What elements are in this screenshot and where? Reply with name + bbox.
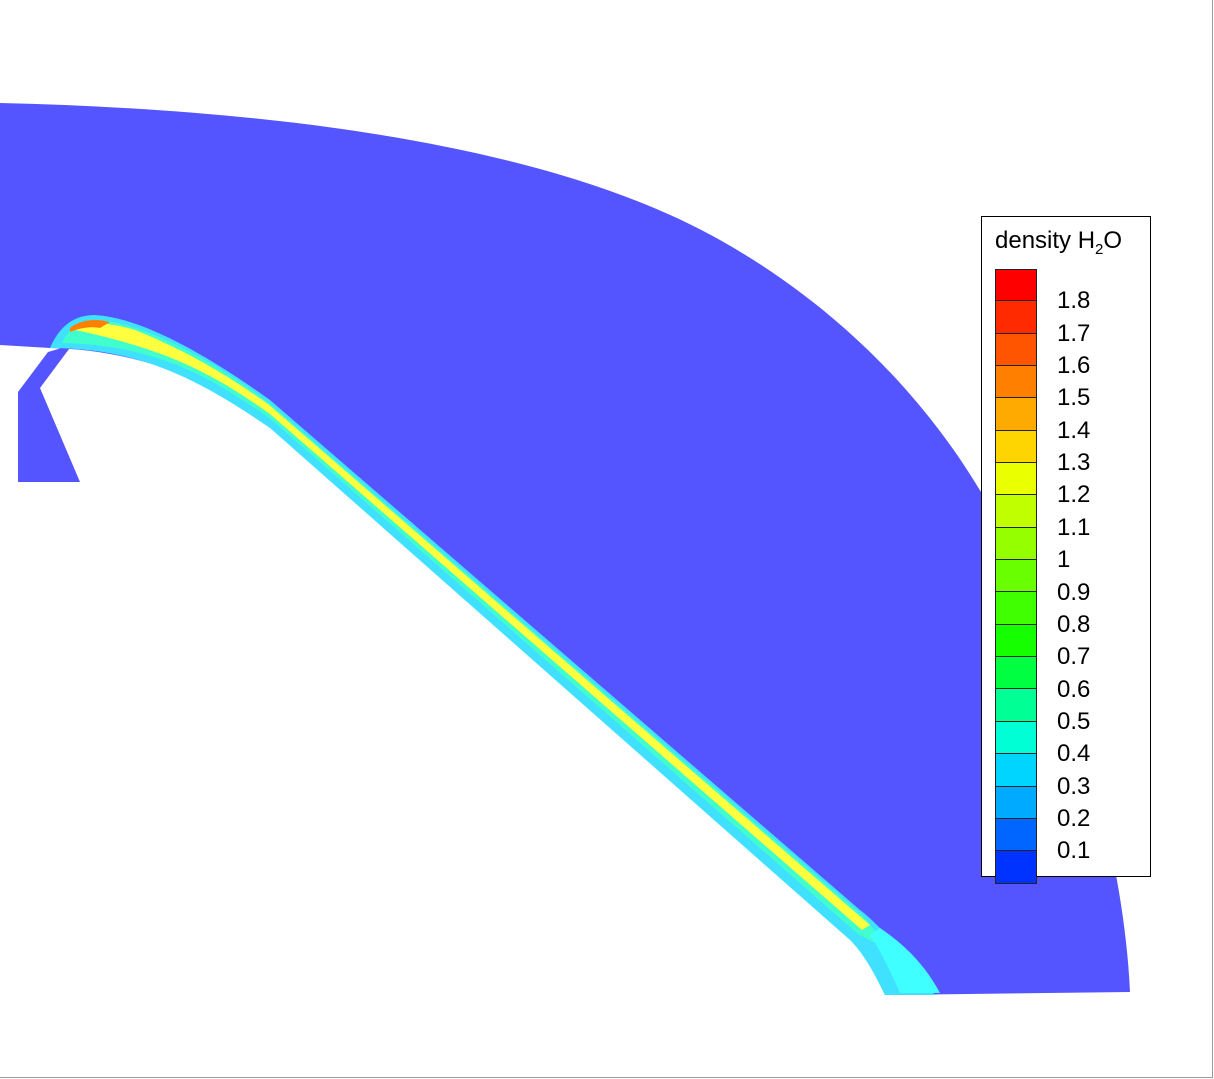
colorbar-swatch bbox=[995, 463, 1037, 496]
colorbar-swatch bbox=[995, 333, 1037, 367]
colorbar-swatch bbox=[995, 721, 1037, 755]
colorbar-tick-label: 1.6 bbox=[1057, 352, 1091, 380]
colorbar-tick-label: 1.7 bbox=[1057, 319, 1091, 347]
colorbar-swatch bbox=[995, 657, 1037, 690]
colorbar-tick-label: 0.1 bbox=[1057, 837, 1091, 865]
colorbar-swatch bbox=[995, 495, 1037, 528]
jet-outer bbox=[50, 315, 935, 995]
colorbar-tick-label: 0.5 bbox=[1057, 707, 1091, 735]
colorbar-swatch bbox=[995, 818, 1037, 852]
colorbar-tick-label: 0.4 bbox=[1057, 740, 1091, 768]
colorbar-tick-label: 0.8 bbox=[1057, 610, 1091, 638]
colorbar-tick-label: 1.8 bbox=[1057, 287, 1091, 315]
colorbar-legend: density H2O 1.8 1.7 1.6 1.5 1.4 1.3 1.2 1.1 1 0.9… bbox=[981, 216, 1151, 884]
colorbar-tick-label: 1.2 bbox=[1057, 481, 1091, 509]
colorbar-tick-label: 0.2 bbox=[1057, 804, 1091, 832]
jet-hotspot bbox=[70, 320, 110, 332]
colorbar-tick-label: 0.7 bbox=[1057, 643, 1091, 671]
colorbar-tick-label: 0.6 bbox=[1057, 675, 1091, 703]
colorbar-swatch bbox=[995, 301, 1037, 334]
nozzle-lip bbox=[18, 345, 80, 482]
colorbar-tick-label: 1.3 bbox=[1057, 449, 1091, 477]
colorbar-swatch bbox=[995, 398, 1037, 431]
colorbar-tick-label: 1.4 bbox=[1057, 416, 1091, 444]
colorbar-tick-label: 1.5 bbox=[1057, 384, 1091, 412]
colorbar-swatch bbox=[995, 560, 1037, 593]
colorbar-tick-label: 1 bbox=[1057, 546, 1071, 574]
jet-exit-fan bbox=[870, 928, 940, 993]
colorbar-tick-label: 0.9 bbox=[1057, 578, 1091, 606]
colorbar-swatch bbox=[995, 624, 1037, 658]
legend-title: density H2O bbox=[995, 227, 1123, 258]
colorbar-swatch bbox=[995, 592, 1037, 625]
fluid-domain bbox=[0, 103, 1130, 995]
colorbar-swatch bbox=[995, 754, 1037, 787]
colorbar-swatch bbox=[995, 430, 1037, 464]
jet-edge bbox=[62, 320, 885, 948]
colorbar-swatches bbox=[995, 269, 1037, 884]
colorbar-tick-label: 0.3 bbox=[1057, 772, 1091, 800]
colorbar-tick-label: 1.1 bbox=[1057, 513, 1091, 541]
colorbar-swatch bbox=[995, 366, 1037, 399]
colorbar-swatch bbox=[995, 786, 1037, 819]
colorbar-swatch bbox=[995, 851, 1037, 884]
colorbar-swatch bbox=[995, 689, 1037, 722]
colorbar-swatch bbox=[995, 269, 1037, 302]
colorbar-swatch bbox=[995, 527, 1037, 561]
